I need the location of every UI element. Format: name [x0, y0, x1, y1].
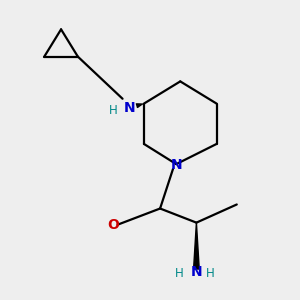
Text: H: H	[175, 267, 184, 280]
Text: N: N	[190, 265, 202, 279]
Text: N: N	[124, 100, 136, 115]
Text: H: H	[109, 104, 117, 117]
Polygon shape	[194, 223, 199, 269]
Text: O: O	[107, 218, 119, 232]
Text: H: H	[206, 267, 215, 280]
Text: N: N	[170, 158, 182, 172]
